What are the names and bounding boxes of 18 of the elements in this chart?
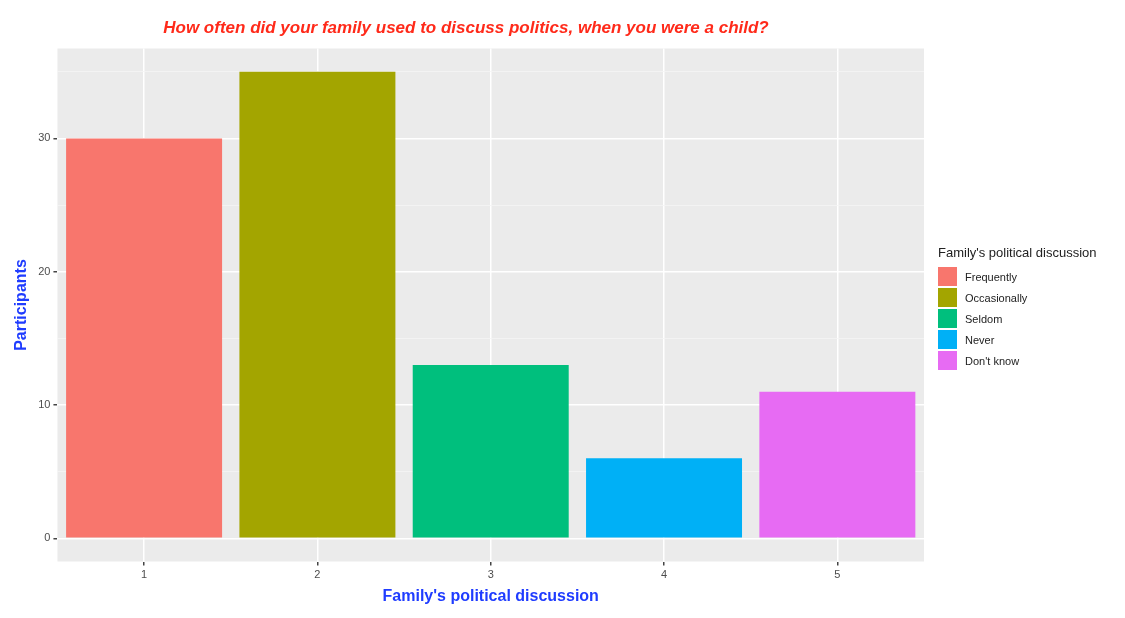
legend-label: Don't know [965,354,1020,367]
legend-title: Family's political discussion [938,245,1098,260]
x-tick-label: 4 [660,568,668,581]
chart-title: How often did your family used to discuss politics, when you were a child? [163,17,770,37]
x-tick-label: 3 [487,568,494,581]
y-axis-title: Participants [12,259,30,351]
legend-label: Occasionally [965,291,1028,304]
legend-label: Frequently [965,270,1017,283]
y-tick-label: 0 [44,531,51,544]
x-tick-label: 1 [141,568,148,581]
x-axis-title: Family's political discussion [382,586,599,604]
y-tick-label: 30 [38,131,51,144]
legend-label: Never [965,333,995,346]
x-tick-label: 5 [834,568,841,581]
y-tick-label: 10 [38,398,51,411]
x-tick-label: 2 [314,568,321,581]
legend-label: Seldom [965,312,1003,325]
y-tick-label: 20 [38,264,51,277]
